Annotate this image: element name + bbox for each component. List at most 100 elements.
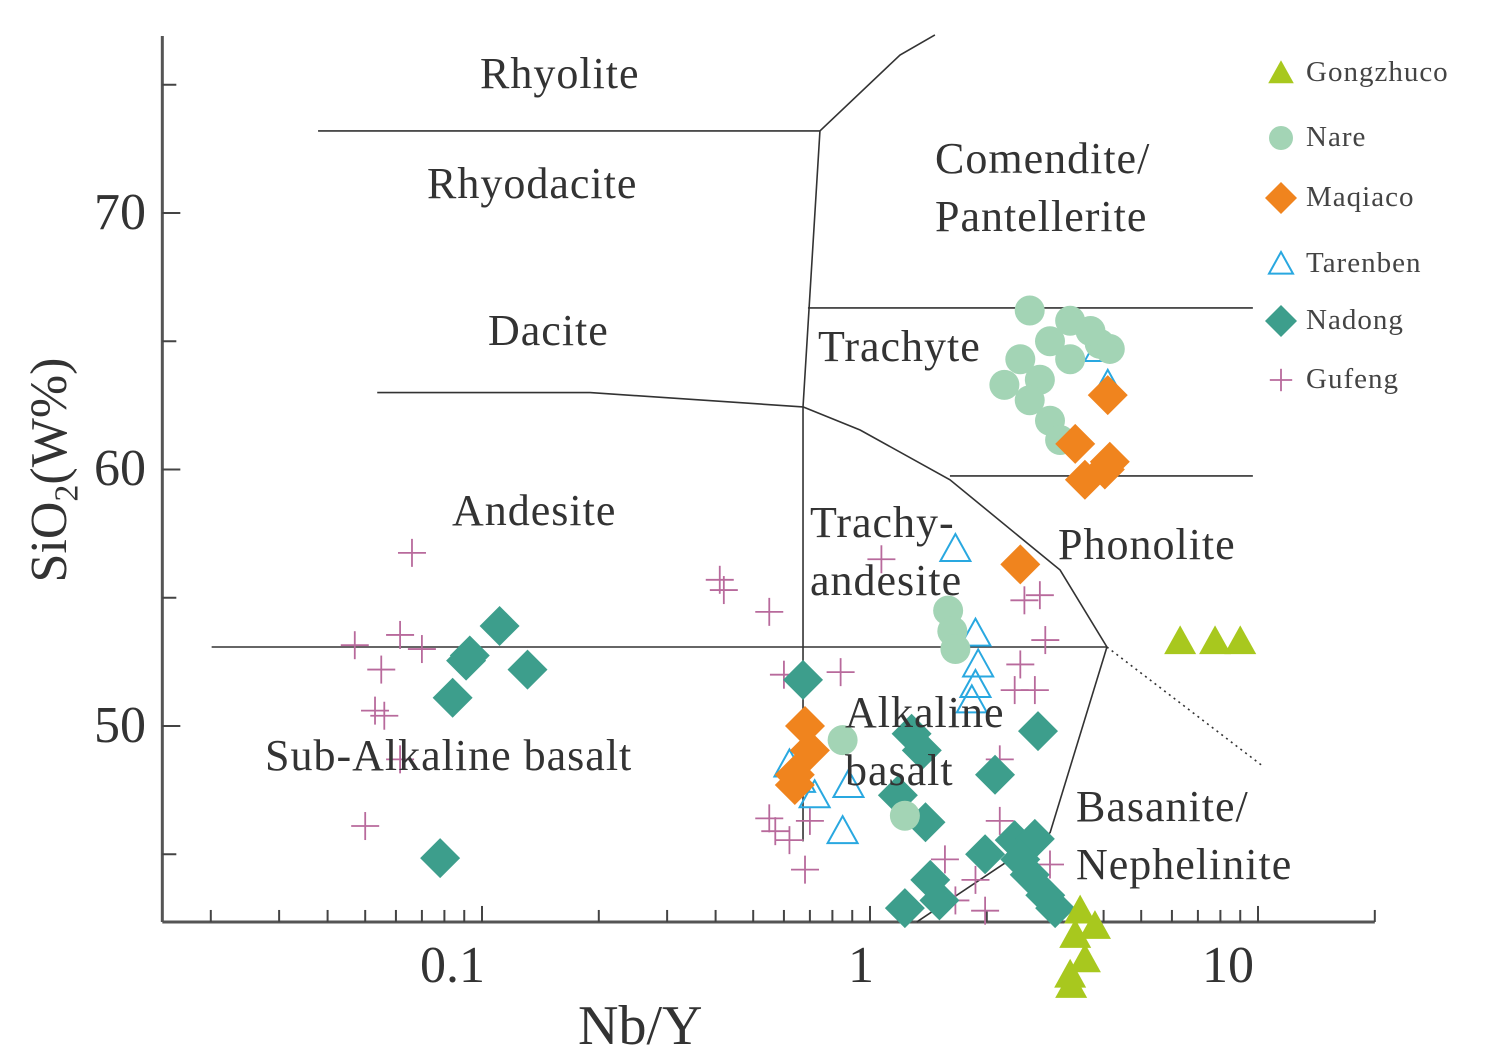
data-point-gufeng xyxy=(761,817,790,846)
data-point-gufeng xyxy=(755,804,784,833)
legend-label: Nare xyxy=(1306,120,1367,153)
region-trachyte: Trachyte xyxy=(818,322,981,371)
data-point-gongzhuco xyxy=(1064,894,1097,924)
data-point-tarenben xyxy=(797,778,832,809)
data-point-gongzhuco xyxy=(1068,943,1101,973)
region-comendite: Comendite/Pantellerite xyxy=(935,134,1151,241)
data-point-nadong xyxy=(479,605,520,646)
data-point-gufeng xyxy=(367,655,396,684)
data-point-nare xyxy=(1094,333,1125,364)
data-point-gufeng xyxy=(791,855,820,884)
x-axis-label: Nb/Y xyxy=(578,995,703,1057)
region-rhyolite: Rhyolite xyxy=(480,49,640,98)
data-point-nadong xyxy=(1017,711,1058,752)
data-point-nadong xyxy=(432,677,473,718)
data-point-nare xyxy=(889,800,920,831)
data-point-nare xyxy=(1034,326,1065,357)
data-point-gongzhuco xyxy=(1078,910,1111,939)
legend-marker xyxy=(1268,60,1294,84)
data-point-gufeng xyxy=(775,826,804,855)
legend-label: Nadong xyxy=(1306,303,1404,336)
region-basanite: Basanite/Nephelinite xyxy=(1076,782,1293,889)
region-rhyodacite: Rhyodacite xyxy=(427,159,638,208)
legend-label: Gongzhuco xyxy=(1306,55,1449,88)
legend-label: Gufeng xyxy=(1306,362,1399,395)
field-boundary-line xyxy=(819,34,936,132)
data-point-maqiaco xyxy=(1000,544,1041,585)
data-point-gufeng xyxy=(755,597,784,626)
data-point-nadong xyxy=(919,880,960,921)
legend-item-gongzhuco: Gongzhuco xyxy=(1262,52,1449,92)
region-subalkaline-basalt: Sub-Alkaline basalt xyxy=(265,731,633,780)
data-point-gufeng xyxy=(1006,650,1035,679)
data-point-gufeng xyxy=(1025,581,1054,610)
data-point-gufeng xyxy=(386,745,415,774)
data-point-nadong xyxy=(420,838,461,879)
data-point-nadong xyxy=(901,730,942,771)
legend-item-maqiaco: Maqiaco xyxy=(1262,177,1414,217)
data-point-tarenben xyxy=(958,667,993,698)
data-point-gufeng xyxy=(340,631,369,660)
data-point-gufeng xyxy=(370,701,399,730)
data-point-maqiaco xyxy=(1055,423,1096,464)
field-boundary-line xyxy=(1049,646,1108,834)
data-point-nadong xyxy=(507,649,548,690)
data-point-nadong xyxy=(884,888,925,929)
data-point-gufeng xyxy=(1020,676,1049,705)
legend-marker-tarenben-icon xyxy=(1267,249,1295,275)
data-point-nare xyxy=(1005,344,1036,375)
region-phonolite: Phonolite xyxy=(1058,520,1236,569)
series-maqiaco xyxy=(774,375,1130,805)
y-axis-label: SiO2(W%) xyxy=(21,357,86,583)
data-point-gufeng xyxy=(386,620,415,649)
legend-marker-nadong-icon xyxy=(1265,305,1297,337)
data-point-nare xyxy=(1055,344,1086,375)
legend-label: Tarenben xyxy=(1306,246,1422,279)
data-point-nare xyxy=(940,634,971,665)
field-boundary-line xyxy=(377,391,804,408)
data-point-gufeng xyxy=(961,865,990,894)
region-alkaline-basalt: Alkaline basalt xyxy=(845,688,1005,795)
data-point-gufeng xyxy=(351,812,380,841)
y-tick-label-70: 70 xyxy=(94,184,146,241)
data-point-gufeng xyxy=(971,896,1000,925)
data-point-nare xyxy=(1075,315,1106,346)
x-tick-label-0.1: 0.1 xyxy=(420,937,485,994)
series-gongzhuco xyxy=(1054,625,1257,998)
data-point-nadong xyxy=(446,640,487,681)
data-point-nare xyxy=(1014,385,1045,416)
data-point-maqiaco xyxy=(1087,375,1128,416)
region-andesite: Andesite xyxy=(452,486,617,535)
data-point-gufeng xyxy=(705,565,734,594)
x-tick-label-10: 10 xyxy=(1202,937,1254,994)
x-tick-label-1: 1 xyxy=(848,937,874,994)
data-point-nare xyxy=(989,369,1020,400)
legend-label: Maqiaco xyxy=(1306,180,1415,213)
data-point-gufeng xyxy=(709,576,738,605)
data-point-gufeng xyxy=(930,845,959,874)
data-point-gongzhuco xyxy=(1199,625,1232,655)
legend-marker-gufeng-icon xyxy=(1269,368,1293,392)
data-point-tarenben xyxy=(825,814,860,845)
data-point-gufeng xyxy=(397,538,426,567)
legend-marker xyxy=(1265,182,1297,214)
data-point-gongzhuco xyxy=(1055,969,1088,998)
data-point-gufeng xyxy=(826,658,855,687)
data-point-tarenben xyxy=(955,683,989,714)
data-point-tarenben xyxy=(938,531,973,563)
legend-marker xyxy=(1267,249,1295,275)
data-point-nadong xyxy=(1035,888,1076,929)
data-point-gufeng xyxy=(1031,626,1060,655)
legend-item-nadong: Nadong xyxy=(1262,300,1404,340)
data-point-gufeng xyxy=(1010,586,1039,615)
data-point-gongzhuco xyxy=(1164,625,1197,655)
data-point-tarenben xyxy=(958,616,993,647)
data-point-maqiaco xyxy=(1089,441,1130,482)
field-boundary-line xyxy=(802,406,1108,648)
y-tick-label-50: 50 xyxy=(94,697,146,754)
data-point-nadong xyxy=(975,754,1016,795)
legend-item-gufeng: Gufeng xyxy=(1262,359,1399,399)
data-point-gufeng xyxy=(985,806,1014,835)
data-point-gufeng xyxy=(407,635,436,664)
